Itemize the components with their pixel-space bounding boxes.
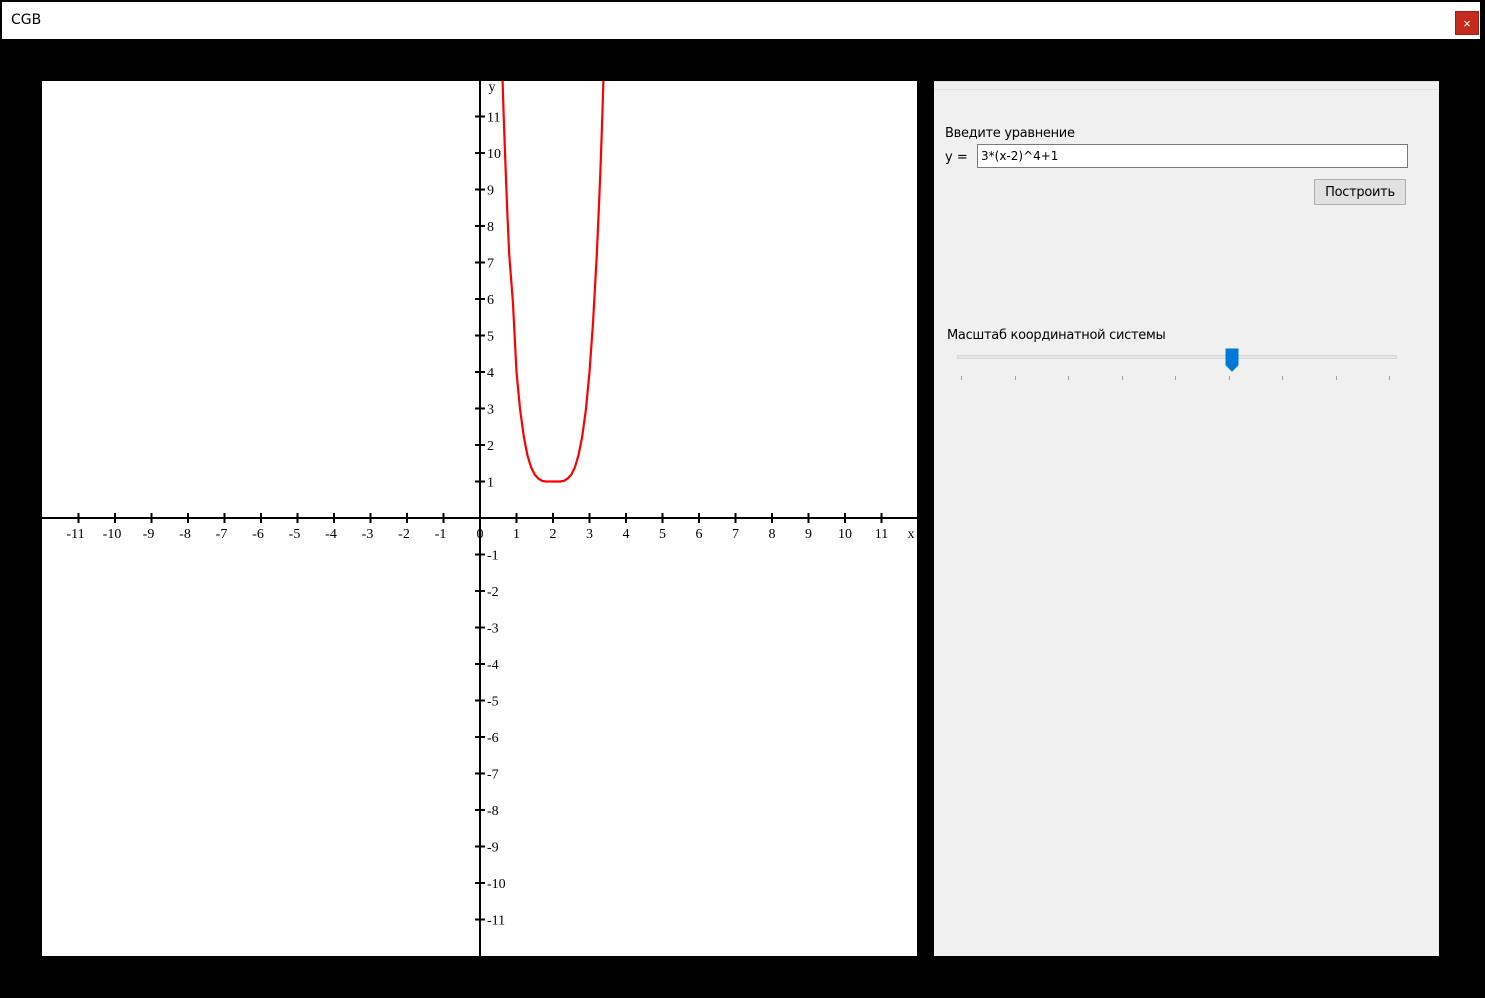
x-tick-label: -4 <box>325 527 337 542</box>
y-tick-label: -8 <box>487 804 499 819</box>
slider-tick <box>1282 376 1283 380</box>
graph-canvas: -11 -10 -9 -8 -7 -6 -5 -4 -3 -2 -1 0 1 2 3 4 5 6 7 8 9 10 11 11… <box>42 81 917 956</box>
function-curve <box>501 81 605 483</box>
y-tick-label: -10 <box>487 877 506 892</box>
title-bar: CGB × <box>2 2 1480 39</box>
slider-tick <box>961 376 962 380</box>
build-button[interactable]: Построить <box>1314 179 1406 205</box>
panel-divider <box>934 89 1439 90</box>
x-tick-label: -6 <box>252 527 264 542</box>
y-tick-label: 7 <box>487 257 494 272</box>
y-tick-label: 5 <box>487 330 494 345</box>
slider-tick <box>1014 376 1016 380</box>
window-title: CGB <box>11 12 42 28</box>
x-tick-label: 8 <box>769 527 776 542</box>
x-tick-label: -7 <box>216 527 228 542</box>
x-tick-label: 11 <box>875 527 888 542</box>
x-tick-label: 7 <box>732 527 739 542</box>
y-tick-label: 1 <box>487 476 494 491</box>
slider-tick <box>1389 376 1390 380</box>
close-icon[interactable]: × <box>1455 11 1479 35</box>
x-tick-label: -3 <box>362 527 374 542</box>
y-tick-label: 3 <box>487 403 494 418</box>
y-equals-label: y = <box>945 150 968 165</box>
y-tick-label: -6 <box>487 731 499 746</box>
x-tick-label: -2 <box>398 527 410 542</box>
y-tick-label: -7 <box>487 768 499 783</box>
y-tick-label: -2 <box>487 585 499 600</box>
slider-tick <box>1175 376 1176 380</box>
x-tick-label: -10 <box>103 527 122 542</box>
y-tick-label: -9 <box>487 841 499 856</box>
y-tick-label: 6 <box>487 293 494 308</box>
y-tick-label: 2 <box>487 439 494 454</box>
scale-slider[interactable] <box>954 346 1400 380</box>
slider-tick <box>1228 376 1230 380</box>
y-tick-label: 10 <box>487 147 501 162</box>
equation-input[interactable] <box>977 144 1408 168</box>
y-tick-label: 9 <box>487 184 494 199</box>
y-tick-label: -4 <box>487 658 499 673</box>
x-tick-label: 5 <box>659 527 666 542</box>
x-tick-label: 2 <box>550 527 557 542</box>
equation-label: Введите уравнение <box>945 126 1075 141</box>
y-tick-label: -3 <box>487 622 499 637</box>
y-tick-label: 8 <box>487 220 494 235</box>
x-tick-label: -5 <box>289 527 301 542</box>
slider-tick <box>1335 376 1337 380</box>
slider-track[interactable] <box>957 355 1397 359</box>
x-tick-label: -9 <box>143 527 155 542</box>
x-tick-label: 3 <box>586 527 593 542</box>
x-tick-label: 1 <box>513 527 520 542</box>
x-axis-label: x <box>908 527 915 542</box>
y-tick-label: 4 <box>487 366 494 381</box>
slider-tick <box>1121 376 1123 380</box>
y-tick-label: -5 <box>487 695 499 710</box>
x-tick-label: 0 <box>477 527 484 542</box>
x-tick-label: -1 <box>435 527 447 542</box>
graph-svg: -11 -10 -9 -8 -7 -6 -5 -4 -3 -2 -1 0 1 2 3 4 5 6 7 8 9 10 1111… <box>42 81 917 956</box>
scale-label: Масштаб координатной системы <box>947 328 1166 343</box>
y-tick-label: 11 <box>487 111 500 126</box>
slider-thumb[interactable] <box>1225 348 1239 372</box>
y-axis-label: y <box>489 81 496 95</box>
x-tick-label: 4 <box>623 527 630 542</box>
slider-tick <box>1068 376 1069 380</box>
y-tick-label: -11 <box>487 914 505 929</box>
y-tick-label: -1 <box>487 549 499 564</box>
x-tick-label: -11 <box>66 527 84 542</box>
x-tick-label: 10 <box>838 527 852 542</box>
control-panel: Введите уравнение y = Построить Масштаб … <box>934 81 1439 956</box>
x-tick-label: 9 <box>805 527 812 542</box>
x-tick-label: 6 <box>696 527 703 542</box>
close-glyph: × <box>1463 15 1471 31</box>
x-tick-label: -8 <box>179 527 191 542</box>
